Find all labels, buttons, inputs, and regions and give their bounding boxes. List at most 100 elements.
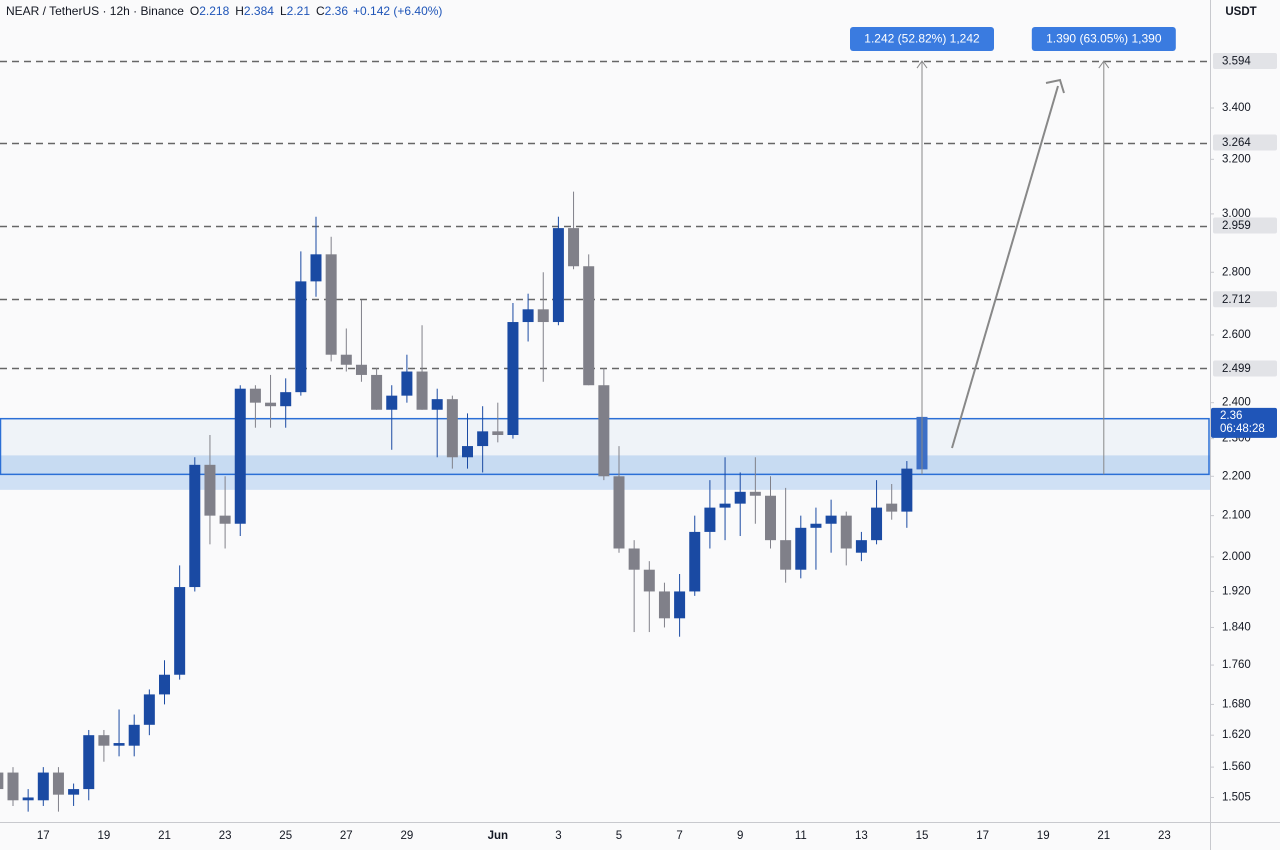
- level-tag: [1213, 360, 1277, 377]
- y-tick-label: 2.600: [1222, 329, 1251, 341]
- candle-body: [22, 797, 34, 801]
- currency: USDT: [1225, 6, 1256, 18]
- x-tick-label: 7: [676, 830, 682, 842]
- level-tag: [1213, 53, 1277, 70]
- x-tick-label: 21: [158, 830, 171, 842]
- x-tick-label: 15: [916, 830, 929, 842]
- candle-body: [52, 772, 64, 795]
- candle-body: [840, 515, 852, 549]
- level-label: 2.712: [1222, 294, 1251, 306]
- header-item: +0.142 (+6.40%): [353, 4, 442, 18]
- candle-body: [249, 388, 261, 403]
- header: NEAR / TetherUS · 12h · Binance O2.218 H2.…: [6, 4, 442, 18]
- candle-body: [325, 254, 337, 355]
- candle-body: [355, 364, 367, 375]
- header-item: 2.384: [244, 4, 274, 18]
- candle-body: [219, 515, 231, 524]
- candle-body: [780, 540, 792, 570]
- y-tick-label: 2.400: [1222, 397, 1251, 409]
- measure-arrow: [916, 60, 928, 69]
- header-item: O: [190, 4, 199, 18]
- candle-body: [568, 228, 580, 267]
- candle-body: [204, 464, 216, 516]
- candle-body: [83, 735, 95, 790]
- time-axis-bg: [0, 823, 1210, 850]
- header-item: 2.36: [325, 4, 349, 18]
- candle-body: [68, 789, 80, 795]
- candle-body: [416, 371, 428, 410]
- measure-box: [1031, 27, 1176, 51]
- candle-body: [674, 591, 686, 619]
- level-label: 3.594: [1222, 56, 1251, 68]
- header-item: L: [280, 4, 287, 18]
- level-label: 3.264: [1222, 137, 1251, 149]
- x-tick-label: 3: [555, 830, 561, 842]
- candle-body: [462, 446, 473, 458]
- level-tag: [1213, 291, 1277, 308]
- candle-body: [522, 309, 534, 323]
- x-tick-label: 27: [340, 830, 353, 842]
- y-tick-label: 1.760: [1222, 659, 1251, 671]
- measure-label: 1.242 (52.82%) 1,242: [864, 32, 980, 46]
- candle-body: [886, 503, 898, 512]
- measure-label: 1.390 (63.05%) 1,390: [1046, 32, 1162, 46]
- candle-body: [386, 395, 398, 410]
- candle-body: [0, 772, 4, 790]
- y-tick-label: 1.505: [1222, 792, 1251, 804]
- measure-box: [850, 27, 994, 51]
- y-tick-label: 1.620: [1222, 729, 1251, 741]
- candle-body: [174, 587, 186, 675]
- candle-body: [810, 523, 822, 528]
- level-tag: [1213, 134, 1277, 151]
- x-tick-label: 17: [976, 830, 989, 842]
- header-item: C: [316, 4, 325, 18]
- header-item: NEAR / TetherUS · 12h · Binance: [6, 4, 184, 18]
- candle-body: [113, 743, 125, 746]
- level-label: 2.959: [1222, 220, 1251, 232]
- candle-body: [643, 569, 655, 592]
- candle-body: [613, 476, 625, 549]
- x-tick-label: 21: [1097, 830, 1110, 842]
- y-tick-label: 2.200: [1222, 470, 1251, 482]
- candle-body: [749, 491, 761, 496]
- x-tick-label: 9: [737, 830, 743, 842]
- candle-body: [431, 399, 443, 410]
- candle-body: [280, 392, 292, 407]
- y-tick-label: 1.560: [1222, 761, 1251, 773]
- y-tick-label: 1.680: [1222, 698, 1251, 710]
- candle-body: [901, 468, 913, 512]
- x-tick-label: 11: [795, 830, 807, 842]
- x-tick-label: 13: [855, 830, 868, 842]
- candle-body: [340, 354, 352, 365]
- candle-body: [507, 322, 519, 436]
- y-tick-label: 3.000: [1222, 208, 1251, 220]
- x-tick-label: Jun: [488, 830, 508, 842]
- measure-arrow: [1098, 60, 1110, 69]
- y-tick-label: 2.800: [1222, 266, 1251, 278]
- candle-body: [37, 772, 49, 801]
- y-tick-label: 1.840: [1222, 621, 1251, 633]
- candle-body: [795, 527, 807, 570]
- countdown: 06:48:28: [1220, 423, 1265, 435]
- candle-body: [658, 591, 670, 619]
- x-tick-label: 17: [37, 830, 50, 842]
- candle-body: [128, 724, 140, 746]
- candle-body: [371, 374, 383, 410]
- x-tick-label: 19: [98, 830, 111, 842]
- level-tag: [1213, 217, 1277, 234]
- candle-body: [143, 694, 155, 725]
- candle-body: [855, 540, 867, 553]
- candle-body: [719, 503, 731, 508]
- candle-body: [583, 266, 595, 386]
- x-tick-label: 5: [616, 830, 622, 842]
- y-tick-label: 1.920: [1222, 585, 1251, 597]
- trend-arrow: [951, 85, 1059, 449]
- y-tick-label: 2.000: [1222, 551, 1251, 563]
- candle-body: [189, 464, 201, 588]
- candle-body: [7, 772, 19, 801]
- candle-body: [477, 431, 489, 447]
- candle-body: [446, 399, 458, 458]
- x-tick-label: 23: [1158, 830, 1171, 842]
- candle-body: [704, 507, 716, 532]
